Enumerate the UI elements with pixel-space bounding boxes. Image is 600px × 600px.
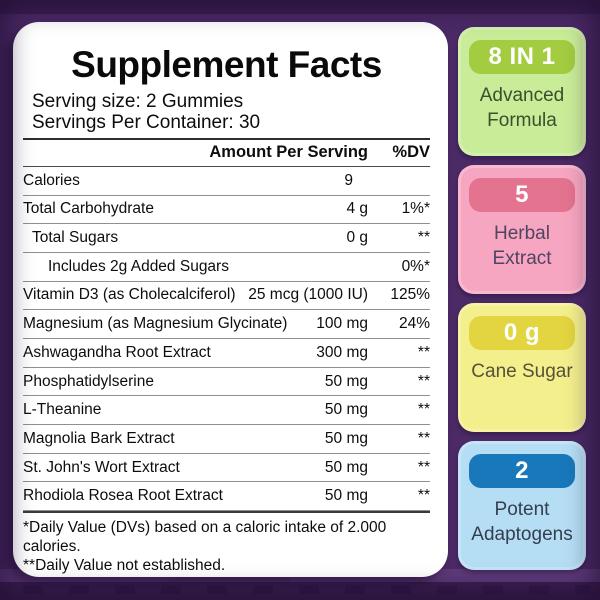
table-row-magnesium: Magnesium (as Magnesium Glycinate) 100 m… [23,310,430,339]
ingredient-dv: 125% [390,286,430,304]
ingredient-name: L-Theanine [23,401,102,419]
ingredient-dv: ** [417,372,430,390]
ingredient-name: Calories [23,171,80,189]
table-row-total-sugars: Total Sugars 0 g ** [23,224,430,253]
column-header-dv: %DV [392,143,430,162]
ingredient-dv: 1%* [401,200,430,218]
divider-above-footnotes [23,511,430,514]
ingredient-amount: 100 mg [316,315,368,333]
ingredient-dv: 24% [398,315,430,333]
ingredient-amount: 50 mg [324,458,368,476]
table-row-calories: Calories 9 [23,167,430,196]
ingredient-amount: 300 mg [316,343,368,361]
divider-heavy-top [23,137,430,140]
badge-label: Cane Sugar [471,361,573,382]
table-row-magnolia-bark: Magnolia Bark Extract 50 mg ** [23,425,430,454]
badge-pill-8-in-1: 8 IN 1 [469,40,575,74]
ingredient-name: St. John's Wort Extract [23,458,180,476]
ingredient-amount: 50 mg [324,401,368,419]
table-row-total-carbohydrate: Total Carbohydrate 4 g 1%* [23,196,430,225]
table-row-vitamin-d3: Vitamin D3 (as Cholecalciferol) 25 mcg (… [23,282,430,311]
ingredient-name: Rhodiola Rosea Root Extract [23,487,223,505]
badge-label: Advanced Formula [479,85,565,131]
ingredient-amount: 25 mcg (1000 IU) [248,286,368,304]
table-row-phosphatidylserine: Phosphatidylserine 50 mg ** [23,368,430,397]
column-header-amount: Amount Per Serving [209,143,368,162]
footnote-daily-value: *Daily Value (DVs) based on a caloric in… [23,519,387,556]
ingredient-name: Vitamin D3 (as Cholecalciferol) [23,286,236,304]
ingredient-name: Phosphatidylserine [23,372,154,390]
ingredient-name: Includes 2g Added Sugars [48,257,229,275]
badge-label: Herbal Extract [492,223,552,269]
supplement-facts-panel: Supplement Facts Serving size: 2 Gummies… [13,22,448,577]
ingredient-dv: 0%* [401,257,430,275]
table-row-added-sugars: Includes 2g Added Sugars 0%* [23,253,430,282]
ingredient-dv: ** [417,401,430,419]
ingredient-name: Ashwagandha Root Extract [23,343,211,361]
ingredient-dv: ** [417,458,430,476]
badge-herbal-extract: 5 Herbal Extract [458,165,586,294]
badge-cane-sugar: 0 g Cane Sugar [458,303,586,432]
table-row-ashwagandha: Ashwagandha Root Extract 300 mg ** [23,339,430,368]
ingredient-amount: 4 g [346,200,368,218]
badge-pill-5: 5 [469,178,575,212]
badge-pill-0g: 0 g [469,316,575,350]
table-header-row: Amount Per Serving %DV [23,140,430,166]
ingredient-name: Total Carbohydrate [23,200,154,218]
ingredient-amount: 0 g [346,229,368,247]
ingredient-name: Magnolia Bark Extract [23,429,175,447]
ingredient-dv: ** [417,229,430,247]
divider-under-header [23,165,430,167]
ingredient-amount: 50 mg [324,429,368,447]
footnote-not-established: **Daily Value not established. [23,557,226,575]
badge-advanced-formula: 8 IN 1 Advanced Formula [458,27,586,156]
ingredient-dv: ** [417,429,430,447]
ingredient-amount: 50 mg [324,487,368,505]
ingredient-amount: 50 mg [324,372,368,390]
ingredient-dv: ** [417,487,430,505]
ingredient-name: Magnesium (as Magnesium Glycinate) [23,315,288,333]
ingredient-amount: 9 [344,171,353,189]
feature-badges-column: 8 IN 1 Advanced Formula 5 Herbal Extract… [458,27,586,570]
ingredient-name: Total Sugars [32,229,119,247]
badge-potent-adaptogens: 2 Potent Adaptogens [458,441,586,570]
ingredient-dv: ** [417,343,430,361]
table-row-l-theanine: L-Theanine 50 mg ** [23,396,430,426]
badge-label: Potent Adaptogens [471,499,573,545]
background-dot-row [10,585,590,594]
background-top-band [0,0,600,14]
footnotes: *Daily Value (DVs) based on a caloric in… [23,518,430,575]
servings-per-container-line: Servings Per Container: 30 [32,111,261,133]
badge-pill-2: 2 [469,454,575,488]
panel-title: Supplement Facts [71,44,382,85]
serving-size-line: Serving size: 2 Gummies [32,90,244,112]
table-row-rhodiola-rosea: Rhodiola Rosea Root Extract 50 mg ** [23,482,430,512]
table-row-st-johns-wort: St. John's Wort Extract 50 mg ** [23,454,430,483]
